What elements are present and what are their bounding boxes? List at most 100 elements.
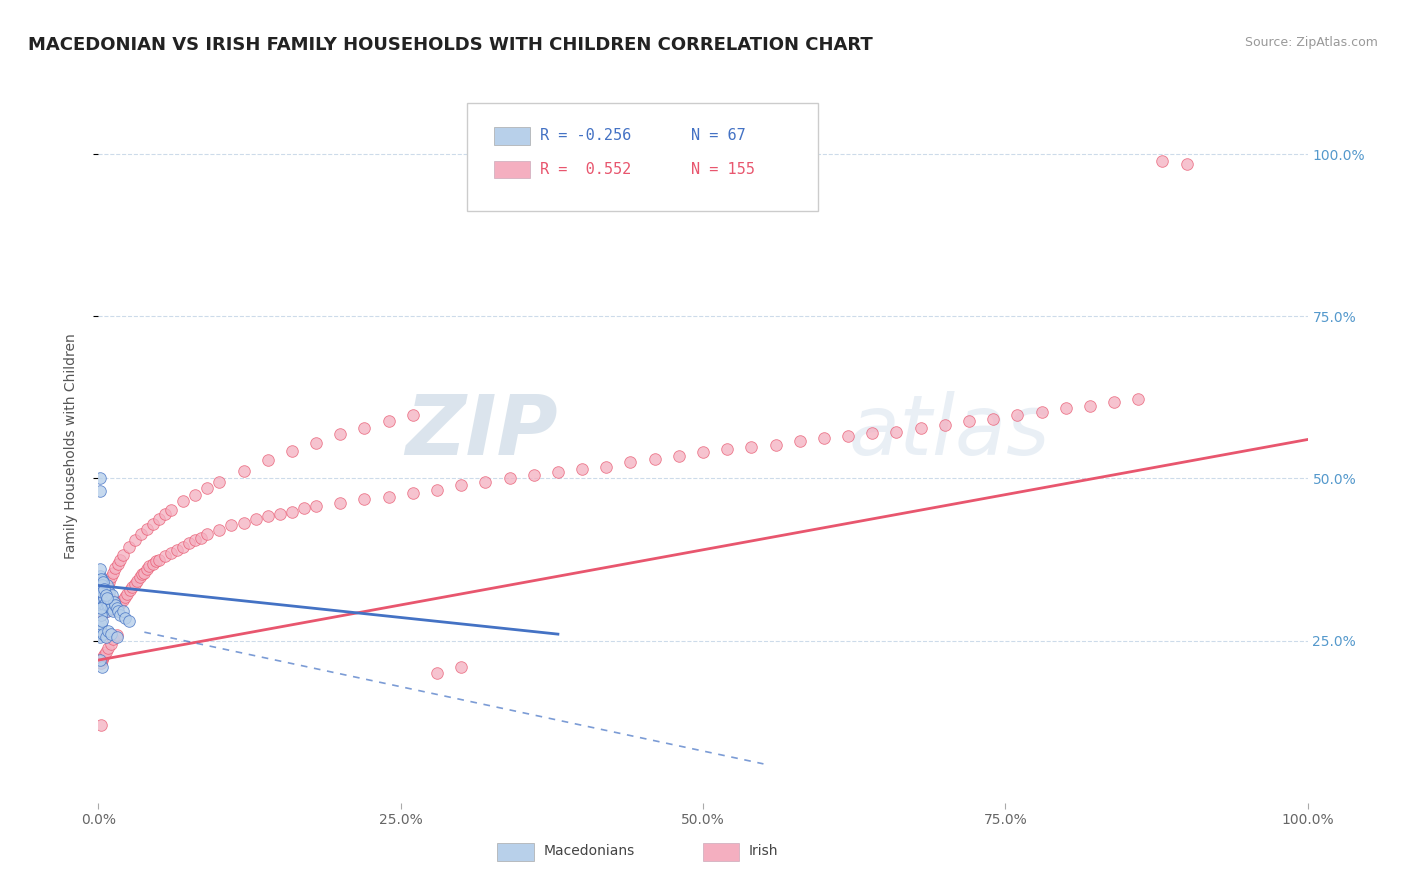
Point <box>160 546 183 560</box>
Point <box>1031 405 1053 419</box>
Point <box>571 461 593 475</box>
Point <box>134 566 156 580</box>
Point <box>91 604 114 618</box>
Point <box>94 588 117 602</box>
Point <box>100 593 122 607</box>
Point <box>93 582 115 596</box>
Point <box>91 572 114 586</box>
Point <box>100 588 122 602</box>
Point <box>90 604 112 618</box>
Point <box>96 596 118 610</box>
Point <box>91 604 114 618</box>
Point <box>860 425 883 440</box>
Text: MACEDONIAN VS IRISH FAMILY HOUSEHOLDS WITH CHILDREN CORRELATION CHART: MACEDONIAN VS IRISH FAMILY HOUSEHOLDS WI… <box>28 36 873 54</box>
Point <box>100 627 122 641</box>
Point <box>89 621 111 635</box>
Point <box>91 596 114 610</box>
Point <box>305 499 328 513</box>
Point <box>89 471 111 485</box>
Point <box>118 582 141 597</box>
Point <box>765 438 787 452</box>
Point <box>94 595 117 609</box>
Point <box>184 533 207 547</box>
Point <box>90 657 112 671</box>
Point <box>104 561 127 575</box>
Text: R =  0.552: R = 0.552 <box>540 161 631 177</box>
Point <box>256 509 278 524</box>
Point <box>91 575 114 590</box>
Point <box>93 598 115 612</box>
Point <box>124 533 146 547</box>
Point <box>90 607 112 622</box>
Point <box>353 421 375 435</box>
Point <box>595 459 617 474</box>
Point <box>108 607 131 622</box>
Point <box>245 511 267 525</box>
Point <box>89 562 111 576</box>
Point <box>108 596 131 610</box>
Point <box>1175 157 1198 171</box>
Point <box>90 601 112 615</box>
Point <box>91 593 114 607</box>
Point <box>1054 401 1077 416</box>
Point <box>89 595 111 609</box>
Point <box>91 585 114 599</box>
Point <box>108 552 131 566</box>
Point <box>93 598 115 612</box>
Point <box>97 624 120 638</box>
Point <box>91 596 114 610</box>
Text: N = 155: N = 155 <box>690 161 755 177</box>
Point <box>108 598 131 612</box>
Point <box>668 449 690 463</box>
Point <box>1128 392 1150 407</box>
Point <box>91 614 114 628</box>
Point <box>101 632 124 647</box>
Point <box>135 522 157 536</box>
Point <box>98 591 121 606</box>
Point <box>353 492 375 507</box>
Point <box>813 431 835 445</box>
Point <box>94 631 117 645</box>
Point <box>90 617 112 632</box>
Point <box>100 601 122 615</box>
Point <box>190 531 212 545</box>
Point <box>128 570 150 584</box>
Point <box>105 601 128 615</box>
Point <box>98 575 121 590</box>
Point <box>89 578 111 592</box>
Point <box>90 585 112 599</box>
Bar <box>494 127 530 145</box>
Point <box>142 516 165 531</box>
Point <box>90 591 112 606</box>
Text: N = 67: N = 67 <box>690 128 745 143</box>
Point <box>91 602 114 616</box>
Point <box>377 490 399 504</box>
Point <box>692 445 714 459</box>
Point <box>91 587 114 601</box>
Point <box>96 588 118 602</box>
Point <box>97 598 120 612</box>
Point <box>90 591 112 606</box>
Point <box>91 599 114 614</box>
Point <box>94 601 117 615</box>
Point <box>184 488 207 502</box>
Point <box>426 666 449 681</box>
Point <box>101 604 124 618</box>
Point <box>105 599 128 614</box>
Point <box>91 590 114 604</box>
Point <box>474 475 496 489</box>
Point <box>644 452 666 467</box>
Point <box>97 591 120 606</box>
Point <box>160 502 183 516</box>
Point <box>195 481 218 495</box>
Point <box>547 465 569 479</box>
Point <box>789 434 811 448</box>
Point <box>93 582 115 596</box>
Point <box>90 572 112 586</box>
Point <box>100 595 122 609</box>
Point <box>89 627 111 641</box>
Point <box>90 607 112 622</box>
Point <box>100 599 122 614</box>
Point <box>172 494 194 508</box>
Point <box>138 559 160 574</box>
